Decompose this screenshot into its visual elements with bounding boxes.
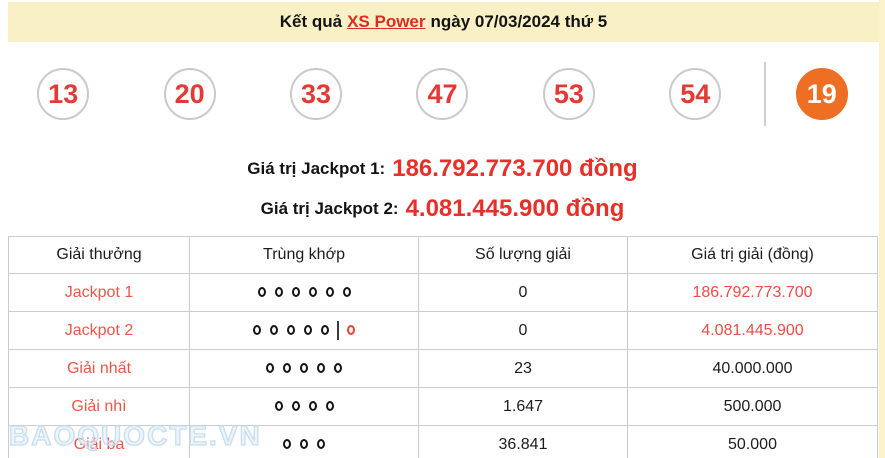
match-circle-icon xyxy=(274,286,283,297)
match-separator xyxy=(337,320,339,340)
prize-table-body: Jackpot 1 0 186.792.773.700 Jackpot 2 0 4.081… xyxy=(8,273,878,458)
table-row: Giải nhì 1.647 500.000 xyxy=(8,387,878,426)
match-circles xyxy=(283,438,325,449)
match-pattern xyxy=(189,311,419,350)
lottery-ball: 20 xyxy=(163,68,216,120)
jackpot1-line: Giá trị Jackpot 1: 186.792.773.700 đồng xyxy=(0,152,885,186)
match-circle-icon xyxy=(300,362,308,373)
prize-count: 0 xyxy=(418,273,628,312)
ball-slot: 53 xyxy=(506,68,632,120)
match-circle-icon xyxy=(325,286,334,297)
prize-value: 50.000 xyxy=(627,425,878,458)
xs-power-link[interactable]: XS Power xyxy=(347,12,426,31)
jackpot2-value: 4.081.445.900 đồng xyxy=(405,195,625,222)
table-row: Jackpot 1 0 186.792.773.700 xyxy=(8,273,878,312)
match-circle-icon xyxy=(283,438,291,449)
lottery-ball: 53 xyxy=(542,68,595,120)
match-circles xyxy=(274,400,334,411)
column-header: Trùng khớp xyxy=(189,236,419,274)
page-edge-strip xyxy=(879,0,885,458)
table-row: Giải ba 36.841 50.000 xyxy=(8,425,878,458)
match-circle-icon xyxy=(291,286,300,297)
jackpot1-label: Giá trị Jackpot 1: xyxy=(247,159,386,178)
match-circle-icon xyxy=(317,438,325,449)
ball-slot: 19 xyxy=(759,68,885,120)
lottery-ball: 13 xyxy=(37,68,90,120)
table-row: Giải nhất 23 40.000.000 xyxy=(8,349,878,388)
ball-slot: 47 xyxy=(379,68,505,120)
special-match-circle-icon xyxy=(347,325,355,336)
column-header: Giải thưởng xyxy=(8,236,190,274)
match-circle-icon xyxy=(283,362,291,373)
match-circle-icon xyxy=(308,286,317,297)
winning-numbers-row: 13 20 33 47 53 54 19 xyxy=(0,42,885,146)
jackpot2-label: Giá trị Jackpot 2: xyxy=(260,199,399,218)
match-circles xyxy=(257,286,351,297)
match-circle-icon xyxy=(334,362,342,373)
match-circle-icon xyxy=(274,400,283,411)
match-pattern xyxy=(189,349,419,388)
prize-value: 4.081.445.900 xyxy=(627,311,878,350)
match-pattern xyxy=(189,387,419,426)
prize-count: 0 xyxy=(418,311,628,350)
match-circles xyxy=(266,362,342,373)
match-circle-icon xyxy=(300,438,308,449)
match-circle-icon xyxy=(321,325,329,336)
match-circle-icon xyxy=(308,400,317,411)
match-circle-icon xyxy=(304,325,312,336)
match-circle-icon xyxy=(291,400,300,411)
special-ball: 19 xyxy=(795,68,848,120)
column-header: Giá trị giải (đồng) xyxy=(627,236,878,274)
match-circle-icon xyxy=(270,325,278,336)
prize-label: Jackpot 2 xyxy=(8,311,190,350)
lottery-ball: 33 xyxy=(290,68,343,120)
column-header: Số lượng giải xyxy=(418,236,628,274)
special-ball-divider xyxy=(764,62,766,126)
match-circle-icon xyxy=(257,286,266,297)
match-pattern xyxy=(189,273,419,312)
prize-label: Jackpot 1 xyxy=(8,273,190,312)
match-circle-icon xyxy=(253,325,261,336)
match-circle-icon xyxy=(342,286,351,297)
prize-count: 36.841 xyxy=(418,425,628,458)
prize-table: Giải thưởng Trùng khớp Số lượng giải Giá tr… xyxy=(8,236,878,458)
lottery-ball: 54 xyxy=(669,68,722,120)
jackpot1-value: 186.792.773.700 đồng xyxy=(392,155,638,182)
page-title: Kết quả XS Power ngày 07/03/2024 thứ 5 xyxy=(8,2,879,42)
ball-slot: 54 xyxy=(632,68,758,120)
prize-value: 40.000.000 xyxy=(627,349,878,388)
prize-label: Giải nhì xyxy=(8,387,190,426)
prize-table-header-row: Giải thưởng Trùng khớp Số lượng giải Giá tr… xyxy=(8,236,878,274)
lottery-ball: 47 xyxy=(416,68,469,120)
ball-slot: 20 xyxy=(126,68,252,120)
prize-value: 186.792.773.700 xyxy=(627,273,878,312)
prize-value: 500.000 xyxy=(627,387,878,426)
title-suffix: ngày 07/03/2024 thứ 5 xyxy=(430,12,608,31)
title-prefix: Kết quả xyxy=(279,12,343,31)
match-circle-icon xyxy=(266,362,274,373)
ball-slot: 13 xyxy=(0,68,126,120)
match-circle-icon xyxy=(317,362,325,373)
prize-count: 23 xyxy=(418,349,628,388)
match-circle-icon xyxy=(287,325,295,336)
ball-slot: 33 xyxy=(253,68,379,120)
prize-label: Giải ba xyxy=(8,425,190,458)
table-row: Jackpot 2 0 4.081.445.900 xyxy=(8,311,878,350)
prize-label: Giải nhất xyxy=(8,349,190,388)
jackpot2-line: Giá trị Jackpot 2: 4.081.445.900 đồng xyxy=(0,192,885,226)
match-pattern xyxy=(189,425,419,458)
match-circle-icon xyxy=(325,400,334,411)
match-circles xyxy=(253,320,355,340)
prize-count: 1.647 xyxy=(418,387,628,426)
